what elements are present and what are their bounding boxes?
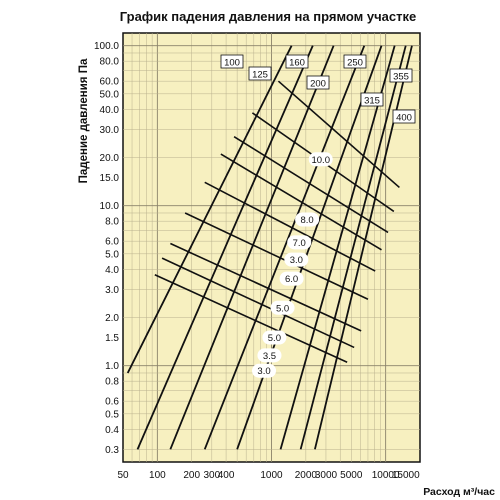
velocity-label: 5.0: [276, 303, 289, 314]
velocity-label-bubble: [287, 235, 312, 250]
x-axis-label: Расход м³/час: [423, 486, 495, 498]
x-tick-label: 10000: [372, 470, 400, 481]
y-tick-label: 5.0: [105, 249, 119, 260]
diameter-label-box: [248, 66, 272, 81]
velocity-line: [161, 257, 355, 349]
y-tick-label: 0.6: [105, 397, 119, 408]
y-axis-label: Падение давления Па: [78, 58, 90, 183]
velocity-labels: 10.0 8.0 7.0 3.0 6.0 5.0 5.0 3.5 3.0: [252, 152, 333, 378]
diameter-label: 160: [289, 58, 305, 69]
x-tick-label: 300: [203, 470, 220, 481]
y-tick-label: 10.0: [100, 201, 120, 212]
diameter-line: [236, 45, 383, 450]
x-tick-label: 2000: [295, 470, 318, 481]
velocity-line: [220, 153, 382, 251]
velocity-line: [184, 212, 369, 300]
diameter-line: [126, 45, 293, 374]
y-tick-label: 80.0: [100, 57, 120, 68]
velocity-label-bubble: [308, 152, 333, 167]
y-tick-label: 0.3: [105, 445, 119, 456]
diameter-label: 400: [396, 113, 412, 124]
velocity-label: 6.0: [285, 274, 298, 285]
diameter-label-box: [220, 54, 244, 69]
y-tick-label: 0.4: [105, 425, 119, 436]
velocity-label: 3.0: [257, 366, 270, 377]
y-tick-label: 4.0: [105, 265, 119, 276]
x-tick-label: 1000: [260, 470, 283, 481]
velocity-lines: [154, 80, 400, 364]
y-axis-ticks: 0.3 0.4 0.50.6 0.8 1.0 1.5 2.0 3.0 4.0 5.06.0 8.0 1…: [94, 41, 119, 456]
diameter-label: 355: [393, 72, 409, 83]
y-tick-label: 30.0: [100, 125, 120, 136]
diameter-label: 315: [364, 96, 380, 107]
velocity-label-bubble: [257, 348, 282, 363]
velocity-label: 8.0: [300, 215, 313, 226]
diameter-label: 200: [310, 79, 326, 90]
velocity-label-bubble: [284, 252, 309, 267]
velocity-line: [154, 274, 348, 364]
y-tick-label: 100.0: [94, 41, 119, 52]
y-tick-label: 1.0: [105, 361, 119, 372]
y-tick-label: 50.0: [100, 89, 120, 100]
velocity-label-bubble: [270, 300, 295, 315]
y-tick-label: 20.0: [100, 153, 120, 164]
y-tick-label: 1.5: [105, 333, 119, 344]
x-tick-label: 3000: [315, 470, 338, 481]
diameter-label: 250: [347, 58, 363, 69]
velocity-label: 5.0: [268, 333, 281, 344]
velocity-line: [170, 242, 362, 332]
y-tick-label: 6.0: [105, 237, 119, 248]
y-tick-label: 0.8: [105, 377, 119, 388]
velocity-label-bubble: [295, 212, 320, 227]
diameter-labels: 100 125 160 200 250 315 355 400: [220, 54, 416, 124]
y-tick-label: 2.0: [105, 313, 119, 324]
x-tick-label: 50: [117, 470, 129, 481]
diameter-line: [279, 45, 396, 450]
diameter-label-box: [285, 54, 309, 69]
diameter-label-box: [306, 75, 330, 90]
velocity-line: [277, 80, 400, 189]
velocity-label: 7.0: [293, 238, 306, 249]
velocity-label-bubble: [252, 363, 277, 378]
velocity-label: 10.0: [311, 155, 330, 166]
diameter-line: [136, 45, 314, 450]
x-tick-label: 15000: [392, 470, 420, 481]
diameter-label-box: [360, 92, 384, 107]
y-tick-label: 15.0: [100, 173, 120, 184]
velocity-line: [204, 181, 376, 272]
y-tick-label: 40.0: [100, 105, 120, 116]
diameter-label: 125: [252, 70, 268, 81]
y-tick-label: 8.0: [105, 217, 119, 228]
diameter-label-box: [343, 54, 367, 69]
velocity-line: [233, 135, 389, 234]
x-tick-label: 5000: [340, 470, 363, 481]
diameter-line: [203, 45, 366, 450]
diameter-label-box: [392, 109, 416, 124]
diameter-line: [169, 45, 335, 450]
diameter-label: 100: [224, 58, 240, 69]
x-tick-label: 100: [149, 470, 166, 481]
velocity-label: 3.0: [290, 255, 303, 266]
velocity-label-bubble: [279, 271, 304, 286]
x-tick-label: 400: [218, 470, 235, 481]
diameter-line: [299, 45, 407, 450]
velocity-label-bubble: [262, 330, 287, 345]
velocity-label: 3.5: [263, 351, 276, 362]
y-tick-label: 60.0: [100, 77, 120, 88]
plot-area: 10.0 8.0 7.0 3.0 6.0 5.0 5.0 3.5 3.0 100 125 160 20…: [122, 32, 421, 463]
chart-title: График падения давления на прямом участк…: [120, 9, 416, 24]
y-tick-label: 0.5: [105, 409, 119, 420]
diameter-label-box: [389, 68, 413, 83]
y-tick-label: 3.0: [105, 285, 119, 296]
x-tick-label: 200: [183, 470, 200, 481]
